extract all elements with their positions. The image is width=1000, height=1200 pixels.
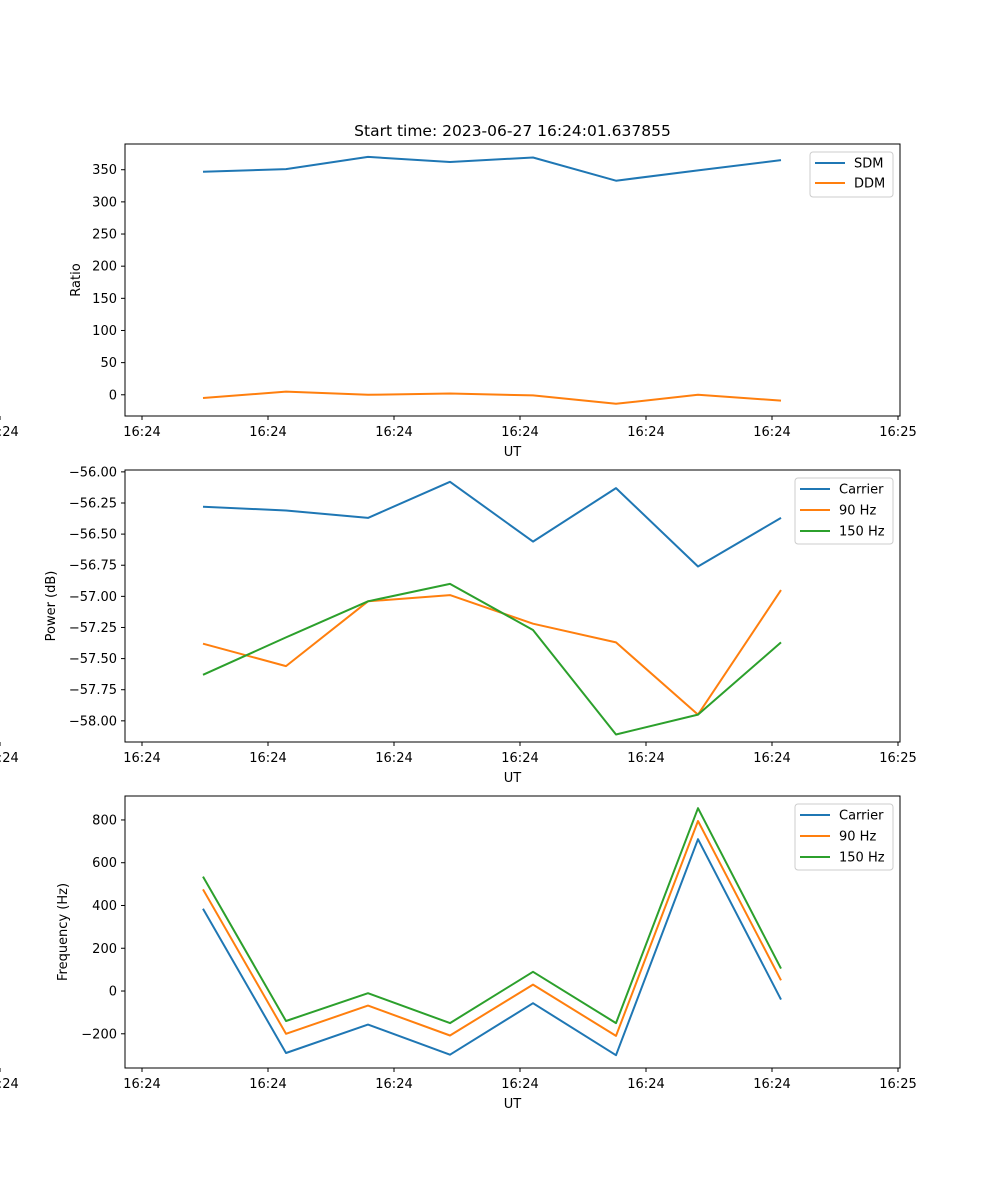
legend: SDM DDM <box>809 151 894 198</box>
plot-area: 0 50 100 150 200 250 300 350 16:24 16:24 16:24 16:2… <box>0 155 917 440</box>
x-tick-label: 16:24 <box>0 1077 19 1092</box>
plot-frame <box>124 795 901 1069</box>
legend-label: 90 Hz <box>839 504 876 519</box>
x-tick-label: 16:24 <box>627 425 664 440</box>
plot-frame <box>124 143 901 417</box>
legend-label: Carrier <box>839 809 884 824</box>
series-line-carrier <box>202 480 782 568</box>
y-tick-label: −57.00 <box>69 590 117 605</box>
legend: Carrier 90 Hz 150 Hz <box>794 477 894 545</box>
series-line-90-hz <box>202 589 782 716</box>
series-line-90-hz <box>202 820 782 1037</box>
power-panel: −58.00 −57.75 −57.50 −57.25 −57.00 −56.75 −56.… <box>0 465 917 786</box>
frequency-panel: −200 0 200 400 600 800 16:24 16:24 16:24 16:24 16:… <box>0 795 917 1112</box>
y-tick-label: −56.50 <box>69 528 117 543</box>
x-tick-label: 16:24 <box>123 425 160 440</box>
x-tick-label: 16:25 <box>879 425 916 440</box>
x-tick-label: 16:24 <box>375 425 412 440</box>
x-tick-label: 16:24 <box>753 425 790 440</box>
y-tick-label: −200 <box>81 1027 117 1042</box>
x-tick-label: 16:25 <box>879 751 916 766</box>
y-axis-label: Frequency (Hz) <box>56 883 71 981</box>
y-tick-label: 800 <box>92 813 117 828</box>
x-axis-label: UT <box>504 445 522 460</box>
y-tick-label: −56.75 <box>69 559 117 574</box>
legend-frame <box>794 477 894 545</box>
y-tick-label: 400 <box>92 899 117 914</box>
y-tick-label: 200 <box>92 942 117 957</box>
x-tick-label: 16:24 <box>249 1077 286 1092</box>
x-tick-label: 16:24 <box>375 751 412 766</box>
x-tick-label: 16:24 <box>375 1077 412 1092</box>
y-tick-label: −57.25 <box>69 621 117 636</box>
x-axis-label: UT <box>504 1097 522 1112</box>
x-tick-label: 16:24 <box>249 751 286 766</box>
series-line-150-hz <box>202 582 782 736</box>
plot-area: −200 0 200 400 600 800 16:24 16:24 16:24 16:24 16:… <box>0 807 917 1092</box>
legend-label: SDM <box>854 157 883 172</box>
y-tick-label: 0 <box>109 388 117 403</box>
x-tick-label: 16:24 <box>0 425 19 440</box>
y-tick-label: 300 <box>92 195 117 210</box>
y-tick-label: −57.50 <box>69 652 117 667</box>
y-tick-label: 150 <box>92 292 117 307</box>
y-axis-label: Ratio <box>69 263 84 296</box>
y-tick-label: −57.75 <box>69 683 117 698</box>
ratio-panel: Start time: 2023-06-27 16:24:01.637855 0… <box>0 122 917 460</box>
x-tick-label: 16:24 <box>0 751 19 766</box>
series-line-sdm <box>202 155 782 182</box>
x-tick-label: 16:24 <box>627 1077 664 1092</box>
x-tick-label: 16:25 <box>879 1077 916 1092</box>
legend-frame <box>794 803 894 871</box>
y-axis-label: Power (dB) <box>44 571 59 642</box>
y-tick-label: 250 <box>92 228 117 243</box>
legend-label: 150 Hz <box>839 851 885 866</box>
x-tick-label: 16:24 <box>123 751 160 766</box>
x-tick-label: 16:24 <box>501 751 538 766</box>
x-tick-label: 16:24 <box>501 425 538 440</box>
x-tick-label: 16:24 <box>753 1077 790 1092</box>
x-tick-label: 16:24 <box>627 751 664 766</box>
legend-label: 90 Hz <box>839 830 876 845</box>
y-tick-label: 50 <box>100 356 117 371</box>
plot-area: −58.00 −57.75 −57.50 −57.25 −57.00 −56.75 −56.… <box>0 465 917 766</box>
y-tick-label: 0 <box>109 985 117 1000</box>
y-tick-label: −56.00 <box>69 465 117 480</box>
series-line-carrier <box>202 838 782 1057</box>
legend-label: 150 Hz <box>839 525 885 540</box>
legend: Carrier 90 Hz 150 Hz <box>794 803 894 871</box>
y-tick-label: 350 <box>92 163 117 178</box>
x-tick-label: 16:24 <box>123 1077 160 1092</box>
y-tick-label: 600 <box>92 856 117 871</box>
x-tick-label: 16:24 <box>249 425 286 440</box>
x-axis-label: UT <box>504 771 522 786</box>
chart-title: Start time: 2023-06-27 16:24:01.637855 <box>354 122 671 140</box>
y-tick-label: 100 <box>92 324 117 339</box>
y-tick-label: −58.00 <box>69 714 117 729</box>
x-tick-label: 16:24 <box>501 1077 538 1092</box>
legend-label: Carrier <box>839 483 884 498</box>
x-tick-label: 16:24 <box>753 751 790 766</box>
series-line-150-hz <box>202 807 782 1025</box>
legend-label: DDM <box>854 177 885 192</box>
y-tick-label: 200 <box>92 260 117 275</box>
plot-frame <box>124 469 901 743</box>
y-tick-label: −56.25 <box>69 496 117 511</box>
series-line-ddm <box>202 390 782 405</box>
